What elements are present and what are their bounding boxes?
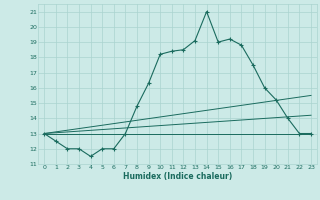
X-axis label: Humidex (Indice chaleur): Humidex (Indice chaleur) — [123, 172, 232, 181]
